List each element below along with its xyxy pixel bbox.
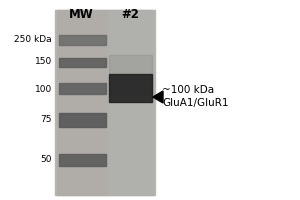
- Text: ~100 kDa: ~100 kDa: [162, 85, 214, 95]
- Bar: [59, 154, 106, 166]
- Bar: [59, 113, 106, 127]
- Bar: [108, 10, 153, 195]
- Bar: [57, 10, 108, 195]
- Bar: [59, 35, 106, 45]
- Bar: [59, 58, 106, 67]
- Text: GluA1/GluR1: GluA1/GluR1: [162, 98, 229, 108]
- Text: 50: 50: [40, 156, 52, 164]
- Bar: [109, 74, 152, 102]
- Text: 150: 150: [35, 58, 52, 66]
- Text: MW: MW: [69, 8, 93, 21]
- Text: #2: #2: [121, 8, 139, 21]
- Bar: [59, 83, 106, 94]
- Text: 250 kDa: 250 kDa: [14, 36, 52, 45]
- Polygon shape: [153, 91, 163, 103]
- Bar: [55, 10, 155, 195]
- Text: 100: 100: [35, 86, 52, 95]
- Text: 75: 75: [40, 116, 52, 124]
- Bar: [109, 55, 152, 95]
